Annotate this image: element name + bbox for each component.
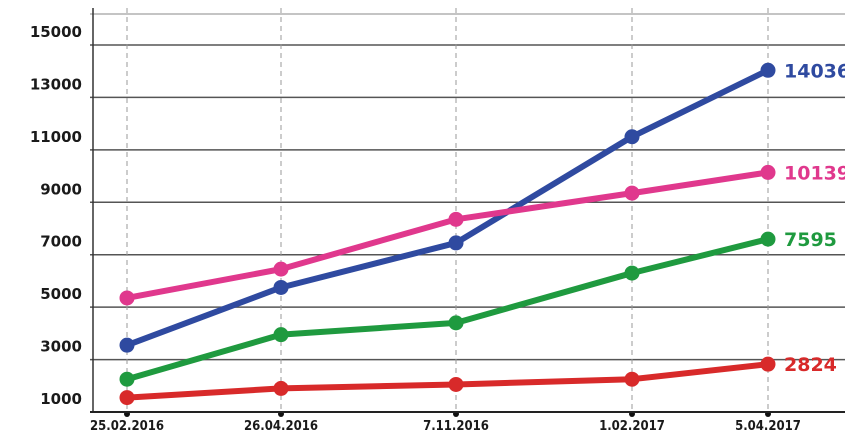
- series-line-blue: [124, 67, 771, 349]
- data-point-red: [273, 380, 289, 396]
- y-tick-labels: 1000 3000 5000 7000 9000 11000 13000 15000: [30, 23, 82, 408]
- horizontal-gridlines: [90, 13, 845, 413]
- data-point-green: [760, 231, 776, 247]
- x-tick-label: 7.11.2016: [423, 419, 489, 434]
- end-label-red: 2824: [784, 354, 837, 376]
- y-tick-label: 5000: [40, 285, 82, 303]
- data-point-blue: [760, 62, 776, 78]
- series-line-red: [124, 361, 771, 401]
- data-point-red: [119, 390, 135, 406]
- data-point-green: [273, 327, 289, 343]
- y-tick-label: 11000: [30, 128, 82, 146]
- data-point-pink: [448, 211, 464, 227]
- y-tick-label: 15000: [30, 23, 82, 41]
- series-line-pink: [124, 169, 771, 301]
- x-tick-label: 25.02.2016: [90, 419, 164, 434]
- y-tick-label: 13000: [30, 75, 82, 93]
- x-tick-label: 1.02.2017: [599, 419, 665, 434]
- data-point-red: [448, 376, 464, 392]
- x-tick-labels: 25.02.2016 26.04.2016 7.11.2016 1.02.2017 5.…: [90, 419, 801, 434]
- data-point-pink: [760, 164, 776, 180]
- data-point-green: [119, 371, 135, 387]
- data-point-pink: [624, 185, 640, 201]
- axes: [90, 8, 845, 417]
- y-tick-label: 7000: [40, 233, 82, 251]
- x-tick-label: 26.04.2016: [244, 419, 318, 434]
- end-label-blue: 14036: [784, 60, 845, 82]
- data-point-blue: [273, 279, 289, 295]
- data-point-pink: [273, 261, 289, 277]
- data-point-blue: [448, 235, 464, 251]
- data-point-pink: [119, 290, 135, 306]
- end-label-pink: 10139: [784, 162, 845, 184]
- data-point-red: [624, 371, 640, 387]
- series-points: [119, 62, 776, 406]
- data-point-blue: [624, 129, 640, 145]
- series-lines: [124, 67, 771, 401]
- end-labels: 14036 10139 7595 2824: [784, 60, 845, 376]
- data-point-blue: [119, 337, 135, 353]
- data-point-green: [448, 315, 464, 331]
- y-tick-label: 3000: [40, 338, 82, 356]
- y-tick-label: 9000: [40, 180, 82, 198]
- data-point-red: [760, 356, 776, 372]
- end-label-green: 7595: [784, 229, 837, 251]
- data-point-green: [624, 265, 640, 281]
- y-tick-label: 1000: [40, 390, 82, 408]
- x-tick-label: 5.04.2017: [735, 419, 801, 434]
